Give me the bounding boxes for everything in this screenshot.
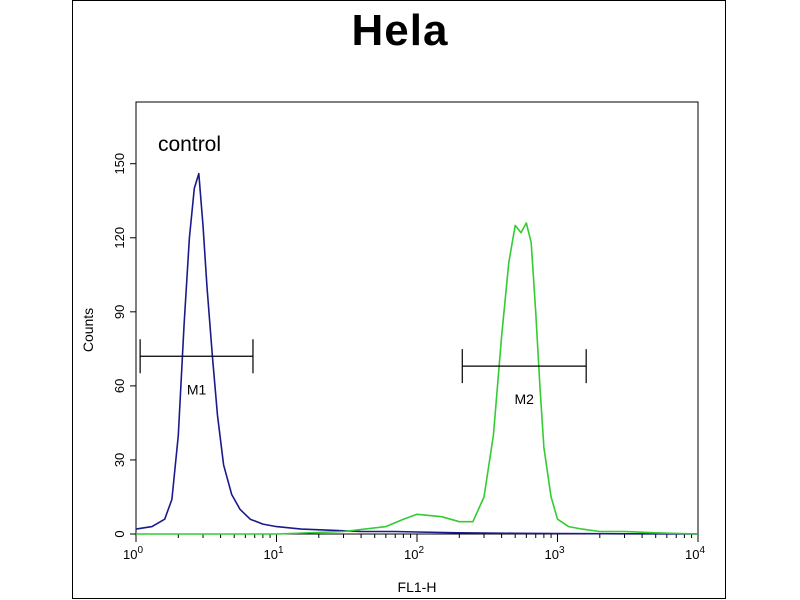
control-annotation: control — [158, 133, 221, 156]
y-tick-label-2: 60 — [112, 379, 127, 393]
y-axis-label: Counts — [80, 308, 96, 352]
x-tick-label-2: 102 — [404, 545, 424, 562]
histogram-series-2 — [136, 222, 699, 535]
y-tick-label-1: 30 — [112, 453, 127, 467]
marker-m1-label: M1 — [187, 381, 207, 397]
y-tick-label-5: 150 — [112, 153, 127, 175]
plot-area — [135, 101, 699, 535]
y-tick-label-3: 90 — [112, 305, 127, 319]
chart-title: Hela — [351, 6, 449, 55]
figure-frame — [72, 0, 726, 599]
x-tick-label-1: 101 — [263, 545, 283, 562]
x-axis-label: FL1-H — [398, 579, 437, 595]
y-tick-label-0: 0 — [112, 530, 127, 537]
marker-m2-label: M2 — [514, 391, 534, 407]
x-tick-label-4: 104 — [685, 545, 705, 562]
histogram-series-1 — [135, 172, 699, 535]
x-tick-label-0: 100 — [123, 545, 143, 562]
y-tick-label-4: 120 — [112, 227, 127, 249]
x-tick-label-3: 103 — [544, 545, 564, 562]
